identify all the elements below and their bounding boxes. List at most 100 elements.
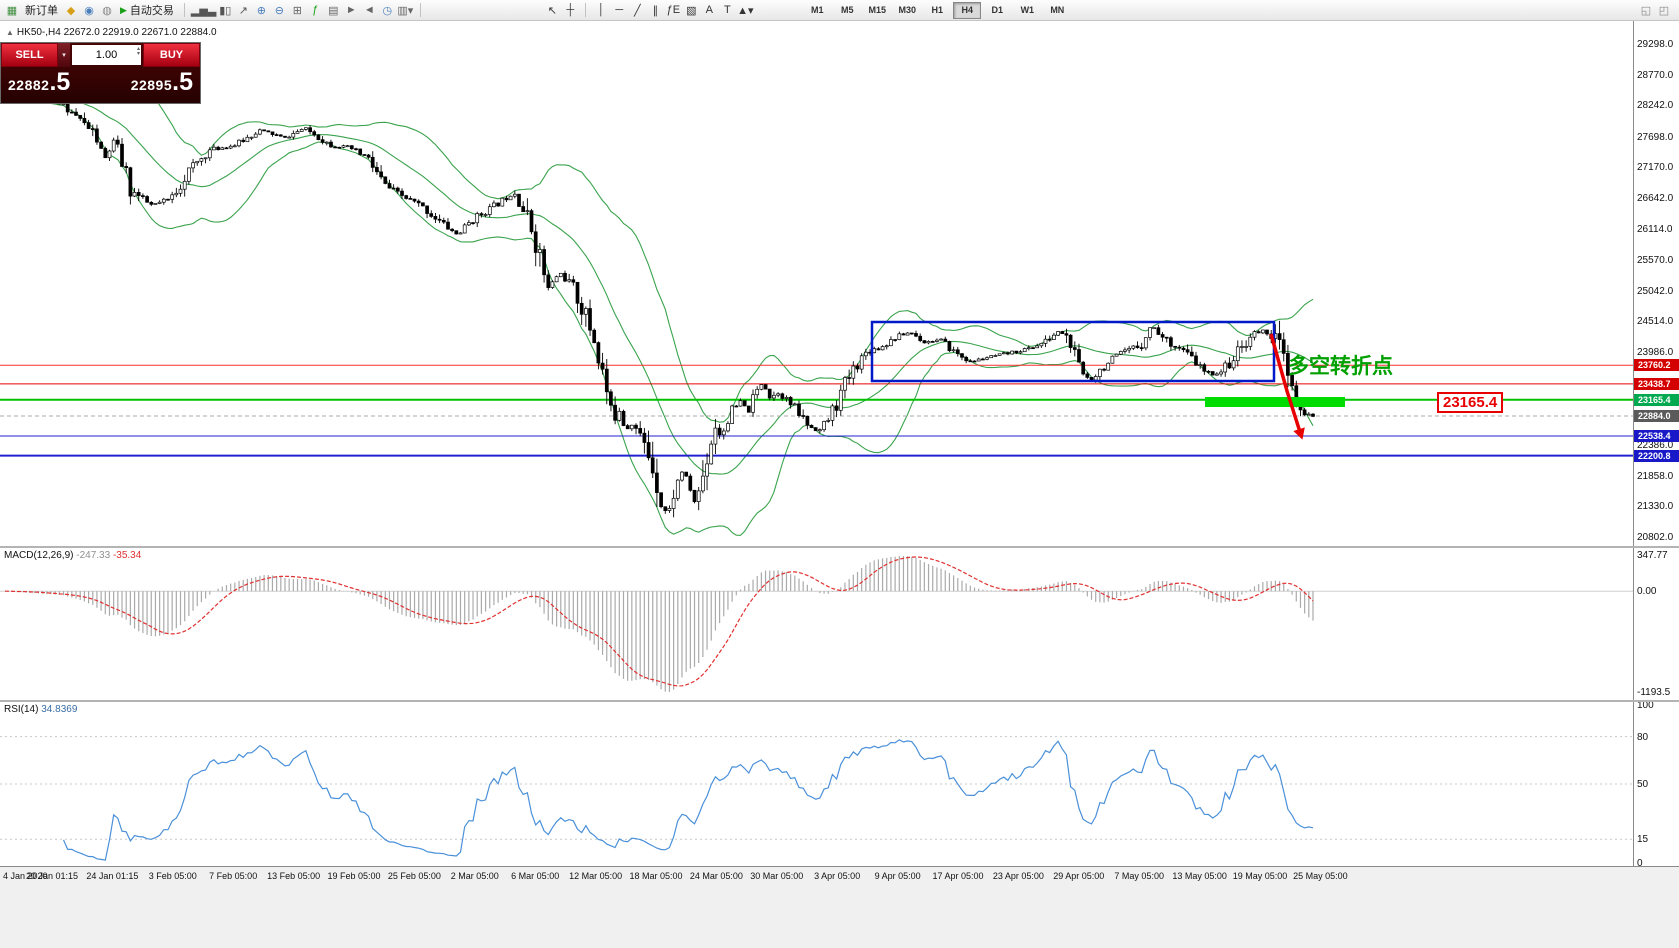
- sell-price: 22882.5: [8, 68, 71, 96]
- price-tag: 22538.4: [1634, 430, 1679, 443]
- macd-chart[interactable]: [0, 548, 1633, 700]
- rsi-axis-label: 80: [1637, 731, 1649, 743]
- macd-pane[interactable]: MACD(12,26,9) -247.33 -35.34: [0, 548, 1633, 700]
- main-chart-pane[interactable]: ▲ HK50-,H4 22672.0 22919.0 22671.0 22884.…: [0, 20, 1633, 546]
- rsi-chart[interactable]: [0, 702, 1633, 866]
- price-axis-label: 26642.0: [1637, 193, 1674, 205]
- new-order-button[interactable]: 新订单: [25, 5, 58, 17]
- buy-button[interactable]: BUY: [143, 43, 200, 67]
- rsi-axis-label: 100: [1637, 700, 1654, 711]
- accounts-icon[interactable]: ◉: [84, 4, 94, 17]
- price-axis-label: 27698.0: [1637, 131, 1674, 143]
- time-axis-label: 17 Apr 05:00: [932, 871, 984, 881]
- time-axis-label: 3 Feb 05:00: [148, 871, 197, 881]
- pane-separator[interactable]: [0, 700, 1679, 702]
- line-chart-icon[interactable]: ↗: [238, 4, 248, 17]
- time-axis-label: 19 Feb 05:00: [327, 871, 381, 881]
- toolbar-separator: [585, 3, 587, 17]
- templates-icon[interactable]: ▥▾: [397, 4, 414, 17]
- arrows-icon[interactable]: ▲▾: [737, 4, 754, 17]
- timeframe-button-m1[interactable]: M1: [811, 5, 824, 15]
- text-icon[interactable]: A: [705, 4, 713, 16]
- vertical-line-icon[interactable]: │: [597, 4, 605, 16]
- label-icon[interactable]: T: [723, 4, 731, 16]
- price-axis-label: 20802.0: [1637, 531, 1674, 543]
- horizontal-line-icon[interactable]: ─: [615, 4, 624, 16]
- time-axis-label: 7 May 05:00: [1114, 871, 1164, 881]
- autotrade-button[interactable]: ▶ 自动交易: [120, 4, 174, 18]
- price-tag: 22200.8: [1634, 449, 1679, 462]
- price-axis-label: 24514.0: [1637, 316, 1674, 328]
- community-icon[interactable]: ◍: [102, 4, 112, 17]
- time-axis-label: 9 Apr 05:00: [874, 871, 921, 881]
- time-axis-label: 24 Mar 05:00: [689, 871, 743, 881]
- cursor-icon[interactable]: ↖: [547, 4, 557, 17]
- price-axis-label: 21858.0: [1637, 470, 1674, 482]
- price-tag: 23760.2: [1634, 359, 1679, 372]
- timeframe-button-w1[interactable]: W1: [1020, 5, 1035, 15]
- time-axis-label: 13 May 05:00: [1172, 871, 1227, 881]
- sell-button[interactable]: SELL: [1, 43, 58, 67]
- tile-windows-icon[interactable]: ▤: [328, 4, 339, 17]
- price-axis-label: 21330.0: [1637, 501, 1674, 513]
- window-menu-icon[interactable]: ◰: [1658, 4, 1670, 17]
- price-axis-label: 28770.0: [1637, 69, 1674, 81]
- time-axis-label: 19 May 05:00: [1232, 871, 1288, 881]
- time-axis-label: 25 May 05:00: [1293, 871, 1348, 881]
- zoom-out-icon[interactable]: ⊖: [274, 4, 284, 17]
- time-axis-label: 29 Apr 05:00: [1053, 871, 1105, 881]
- volume-input[interactable]: 1.00 ▴ ▾: [72, 45, 141, 65]
- time-axis-label: 23 Apr 05:00: [992, 871, 1044, 881]
- price-axis-label: 25570.0: [1637, 255, 1674, 267]
- rsi-axis-label: 50: [1637, 779, 1649, 790]
- price-axis-label: 25042.0: [1637, 285, 1674, 297]
- time-axis-label: 2 Mar 05:00: [450, 871, 499, 881]
- timeframe-button-m5[interactable]: M5: [841, 5, 854, 15]
- zoom-in-icon[interactable]: ⊕: [256, 4, 266, 17]
- clock-icon[interactable]: ◷: [382, 4, 393, 17]
- price-axis[interactable]: 29298.0 28770.0 28242.0 27698.0 27170.0 26642…: [1633, 20, 1679, 869]
- timeframe-button-h4[interactable]: H4: [953, 1, 982, 19]
- channel-icon[interactable]: ∥: [652, 4, 659, 17]
- bar-chart-icon[interactable]: ▂▅▃: [190, 4, 217, 17]
- shapes-icon[interactable]: ▧: [686, 4, 697, 17]
- time-axis-label: 13 Feb 05:00: [267, 871, 321, 881]
- crosshair-icon[interactable]: ┼: [566, 4, 575, 16]
- terminal-icon[interactable]: ▦: [6, 4, 18, 17]
- candlestick-chart-icon[interactable]: ▮▯: [219, 4, 232, 17]
- pane-separator[interactable]: [0, 546, 1679, 548]
- timeframe-button-h1[interactable]: H1: [931, 5, 944, 15]
- shift-chart-icon[interactable]: ◄: [363, 4, 375, 16]
- trendline-icon[interactable]: ╱: [634, 4, 641, 17]
- annotation-price-callout[interactable]: 23165.4: [1437, 392, 1504, 413]
- timeframe-button-mn[interactable]: MN: [1050, 5, 1065, 15]
- indicators-icon[interactable]: ƒ: [312, 4, 319, 16]
- grid-icon[interactable]: ⊞: [292, 4, 302, 17]
- macd-label: MACD(12,26,9) -247.33 -35.34: [4, 550, 142, 561]
- rsi-pane[interactable]: RSI(14) 34.8369: [0, 702, 1633, 866]
- annotation-turn-label[interactable]: 多空转折点: [1288, 355, 1393, 378]
- fibonacci-icon[interactable]: ƒE: [666, 4, 681, 16]
- rsi-label: RSI(14) 34.8369: [4, 704, 78, 715]
- timeframe-button-m15[interactable]: M15: [868, 5, 887, 15]
- order-type-dropdown[interactable]: ▾: [58, 43, 70, 67]
- toolbar-group-pointer: ↖ ┼: [540, 0, 582, 20]
- gold-icon[interactable]: ◆: [66, 4, 76, 17]
- time-axis-label: 24 Jan 01:15: [86, 871, 139, 881]
- price-tag: 22884.0: [1634, 410, 1679, 422]
- autoscroll-icon[interactable]: ►: [345, 4, 357, 16]
- window-restore-icon[interactable]: ◱: [1640, 4, 1652, 17]
- rsi-axis-label: 0: [1637, 858, 1643, 869]
- toolbar: ▦ 新订单 ◆ ◉ ◍ ▶ 自动交易 ▂▅▃ ▮▯ ↗ ⊕ ⊖ ⊞ ƒ ▤ ► ◄ ◷ ▥▾ ↖ ┼ │ ─ ╱ ∥ ƒE ▧…: [0, 0, 1679, 21]
- timeframe-button-d1[interactable]: D1: [991, 5, 1004, 15]
- macd-axis-label: -1193.5: [1637, 687, 1671, 698]
- time-axis[interactable]: 4 Jan 2020 20 Jan 01:15 24 Jan 01:15 3 Feb …: [0, 866, 1679, 948]
- volume-spinner[interactable]: ▴ ▾: [136, 46, 140, 57]
- price-axis-label: 29298.0: [1637, 39, 1674, 50]
- toolbar-group-chart: ▂▅▃ ▮▯ ↗ ⊕ ⊖ ⊞ ƒ ▤ ► ◄ ◷ ▥▾: [188, 0, 417, 20]
- toolbar-group-drawing: │ ─ ╱ ∥ ƒE ▧ A T ▲▾: [589, 0, 757, 20]
- timeframe-button-m30[interactable]: M30: [898, 5, 917, 15]
- candlestick-chart[interactable]: [0, 20, 1633, 546]
- toolbar-separator: [420, 3, 422, 17]
